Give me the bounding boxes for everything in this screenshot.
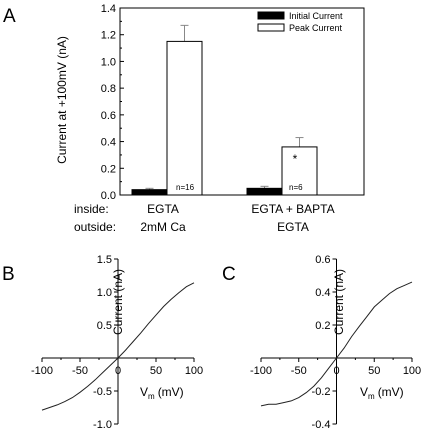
y-tick-label-b: 1.0 [97, 287, 112, 299]
bars-a [131, 24, 318, 196]
legend-label-initial: Initial Current [289, 11, 343, 21]
y-tick-label-a: 1.4 [101, 3, 116, 15]
x-tick-label-b: 100 [185, 365, 203, 377]
y-tick-label-a: 0.6 [101, 110, 116, 122]
x-axis-unit-b: (mV) [158, 385, 184, 399]
y-tick-label-a: 0.8 [101, 83, 116, 95]
x-tick-label-b: 50 [150, 365, 162, 377]
panel-label-b: B [2, 264, 15, 285]
x-axis-symbol-c: V [360, 385, 368, 399]
row-label-inside: inside: [74, 202, 109, 216]
x-axis-label-b: Vm (mV) [140, 385, 184, 401]
x-tick-label-b: -100 [31, 365, 53, 377]
bar-peak-current [166, 40, 203, 196]
y-tick-label-c: 0.4 [315, 287, 330, 299]
n-label-egta: n=16 [176, 183, 195, 192]
y-tick-label-b: -0.5 [93, 386, 112, 398]
y-axis-label-c: Current (nA) [332, 269, 346, 335]
y-tick-label-a: 0.4 [101, 137, 116, 149]
x-axis-unit-c: (mV) [378, 385, 404, 399]
x-tick-label-c: 100 [403, 365, 421, 377]
y-axis-a: 0.0 0.2 0.4 0.6 0.8 1.0 1.2 1.4 [101, 3, 124, 202]
x-tick-label-c: -50 [291, 365, 307, 377]
x-axis-subscript-b: m [148, 392, 155, 401]
y-axis-label-a: Current at +100mV (nA) [55, 36, 69, 164]
inside-egta-bapta: EGTA + BAPTA [251, 202, 334, 216]
y-tick-label-a: 0.2 [101, 163, 116, 175]
bar-chart-a: 0.0 0.2 0.4 0.6 0.8 1.0 1.2 1.4 Current at +100… [55, 3, 365, 234]
y-tick-label-c: -0.4 [312, 419, 331, 431]
x-axis-subscript-c: m [368, 392, 375, 401]
y-axis-label-b: Current (nA) [111, 269, 125, 335]
y-tick-label-a: 1.0 [101, 56, 116, 68]
plot-frame-a [119, 7, 365, 196]
legend-swatch-initial [257, 11, 285, 20]
iv-plot-c: -100 -50 0 50 100 0.6 0.4 0.2 -0.2 -0.4 Current (… [250, 254, 421, 431]
y-tick-label-a: 1.2 [101, 30, 116, 42]
bar-initial-current [131, 189, 168, 196]
y-tick-label-c: -0.2 [312, 386, 331, 398]
iv-trace-c [260, 281, 413, 407]
panel-label-a: A [3, 6, 16, 27]
iv-trace-b [41, 282, 195, 411]
x-tick-label-b: -50 [72, 365, 88, 377]
outside-egta: EGTA [277, 220, 309, 234]
outside-2mm-ca: 2mM Ca [140, 220, 186, 234]
bar-peak-current [281, 146, 318, 196]
x-axis-label-c: Vm (mV) [360, 385, 404, 401]
panel-label-c: C [222, 264, 236, 285]
y-tick-label-b: -1.0 [93, 419, 112, 431]
y-tick-label-c: 0.6 [315, 254, 330, 266]
x-tick-label-c: 0 [333, 365, 339, 377]
legend-a: Initial Current Peak Current [257, 11, 343, 33]
significance-marker: * [293, 152, 298, 166]
y-tick-label-b: 0.5 [97, 320, 112, 332]
y-tick-label-b: 1.5 [97, 254, 112, 266]
y-tick-label-a: 0.0 [101, 190, 116, 202]
bar-initial-current [246, 187, 283, 196]
x-tick-label-b: 0 [115, 365, 121, 377]
iv-plot-b: -100 -50 0 50 100 1.5 1.0 0.5 -0.5 -1.0 Current (… [31, 254, 203, 431]
x-tick-label-c: -100 [250, 365, 272, 377]
inside-egta: EGTA [147, 202, 179, 216]
y-tick-label-c: 0.2 [315, 320, 330, 332]
x-tick-label-c: 50 [368, 365, 380, 377]
row-label-outside: outside: [74, 220, 116, 234]
x-axis-symbol-b: V [140, 385, 148, 399]
legend-label-peak: Peak Current [289, 23, 343, 33]
legend-swatch-peak [257, 23, 285, 32]
axes-b: -100 -50 0 50 100 1.5 1.0 0.5 -0.5 -1.0 [31, 254, 203, 431]
n-label-egta-bapta: n=6 [289, 183, 303, 192]
